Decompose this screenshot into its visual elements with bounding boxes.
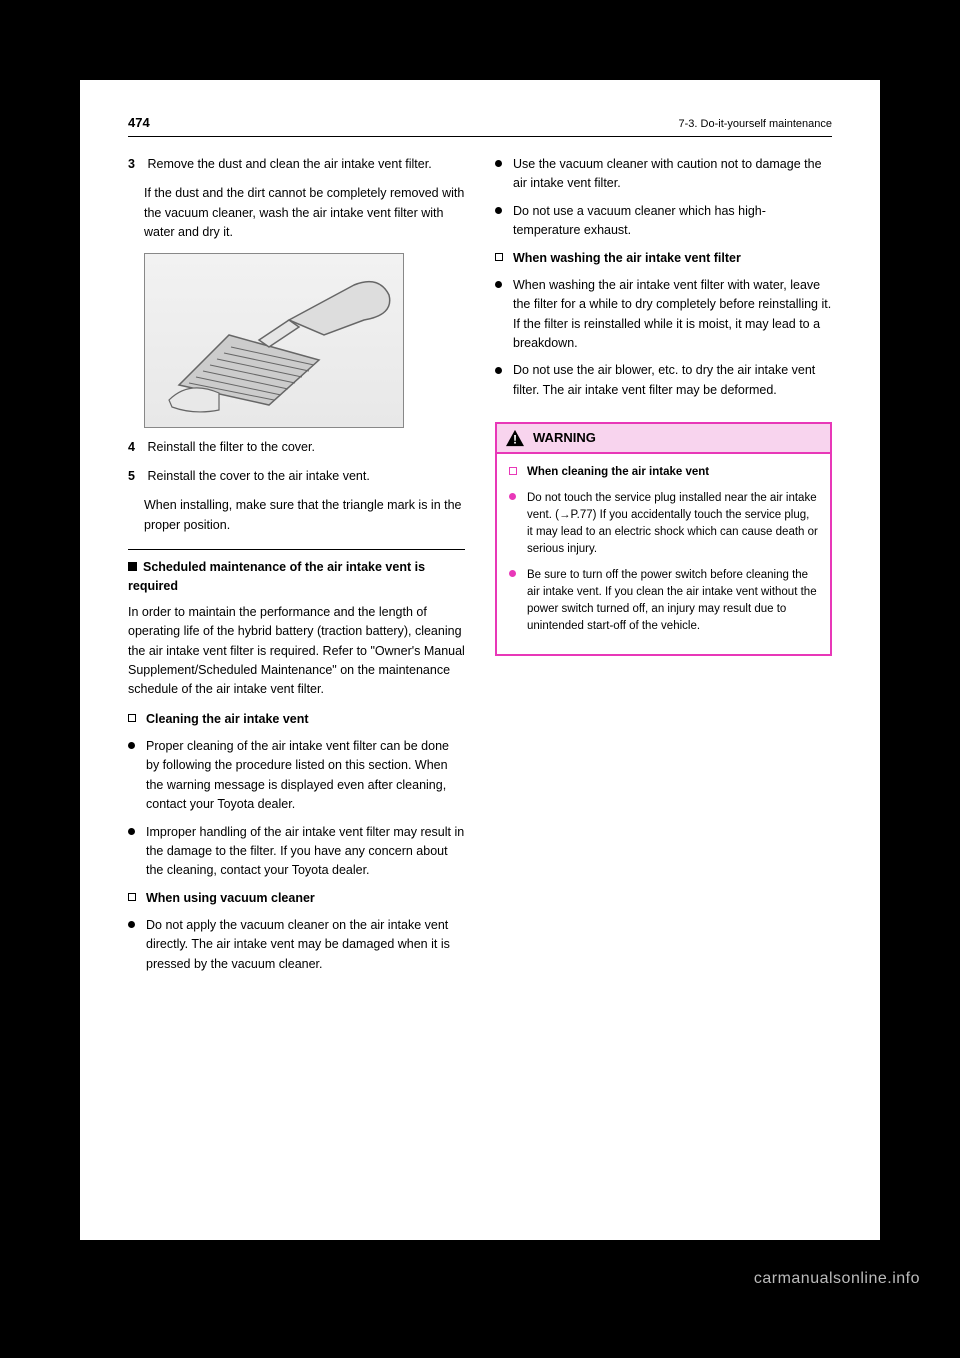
step-4: 4 Reinstall the filter to the cover. [128,438,465,457]
square-bullet-icon [495,253,503,261]
list-item: When washing the air intake vent filter … [495,276,832,354]
square-bullet-icon [128,562,137,571]
list-item: Proper cleaning of the air intake vent f… [128,737,465,815]
left-column: 3 Remove the dust and clean the air inta… [128,155,465,982]
wash-title: When washing the air intake vent filter [513,249,832,268]
dot-bullet-icon [509,570,516,577]
vac-b1: Do not apply the vacuum cleaner on the a… [146,916,465,974]
dot-bullet-icon [509,493,516,500]
step-5-body: When installing, make sure that the tria… [128,496,465,535]
square-bullet-icon [128,893,136,901]
warn-b1: Do not touch the service plug installed … [527,490,818,559]
vac-title: When using vacuum cleaner [146,889,465,908]
note-body: In order to maintain the performance and… [128,603,465,700]
list-item: Do not apply the vacuum cleaner on the a… [128,916,465,974]
air-b2: Improper handling of the air intake vent… [146,823,465,881]
list-item: Do not touch the service plug installed … [509,490,818,559]
list-item: Do not use the air blower, etc. to dry t… [495,361,832,400]
wash-b2: Do not use the air blower, etc. to dry t… [513,361,832,400]
air-b1: Proper cleaning of the air intake vent f… [146,737,465,815]
step-number: 4 [128,438,144,457]
step-number: 3 [128,155,144,174]
watermark: carmanualsonline.info [754,1270,920,1288]
list-item: Improper handling of the air intake vent… [128,823,465,881]
list-item: Use the vacuum cleaner with caution not … [495,155,832,194]
step-title: Remove the dust and clean the air intake… [147,157,431,171]
filter-cleaning-illustration [144,253,404,428]
warn-title: When cleaning the air intake vent [527,464,818,481]
warning-triangle-icon: ! [505,429,525,447]
warning-header: ! WARNING [497,424,830,454]
warning-body: When cleaning the air intake vent Do not… [497,454,830,653]
dot-bullet-icon [128,742,135,749]
dot-bullet-icon [128,921,135,928]
content-columns: 3 Remove the dust and clean the air inta… [128,155,832,982]
list-item: Be sure to turn off the power switch bef… [509,567,818,636]
dot-bullet-icon [495,281,502,288]
step-3: 3 Remove the dust and clean the air inta… [128,155,465,174]
square-bullet-icon [128,714,136,722]
note-heading: Scheduled maintenance of the air intake … [128,558,465,597]
r-b1: Use the vacuum cleaner with caution not … [513,155,832,194]
dot-bullet-icon [495,207,502,214]
r-b2: Do not use a vacuum cleaner which has hi… [513,202,832,241]
page-header: 474 7-3. Do-it-yourself maintenance [128,115,832,137]
note-title: Scheduled maintenance of the air intake … [128,560,425,593]
manual-page: 474 7-3. Do-it-yourself maintenance 3 Re… [80,80,880,1240]
svg-text:!: ! [513,433,517,447]
section-title: 7-3. Do-it-yourself maintenance [679,118,832,130]
warn-b2: Be sure to turn off the power switch bef… [527,567,818,636]
step-number: 5 [128,467,144,486]
right-column: Use the vacuum cleaner with caution not … [495,155,832,982]
list-item: Do not use a vacuum cleaner which has hi… [495,202,832,241]
subheading-air-intake: Cleaning the air intake vent [128,710,465,729]
subheading-washing: When washing the air intake vent filter [495,249,832,268]
dot-bullet-icon [495,160,502,167]
air-title: Cleaning the air intake vent [146,710,465,729]
dot-bullet-icon [128,828,135,835]
warning-label: WARNING [533,428,596,448]
square-bullet-icon [509,467,517,475]
page-number: 474 [128,115,150,130]
warning-box: ! WARNING When cleaning the air intake v… [495,422,832,655]
warning-subheading: When cleaning the air intake vent [509,464,818,481]
step-title: Reinstall the cover to the air intake ve… [147,469,369,483]
step-title: Reinstall the filter to the cover. [147,440,314,454]
divider [128,549,465,550]
wash-b1: When washing the air intake vent filter … [513,276,832,354]
dot-bullet-icon [495,367,502,374]
step-5: 5 Reinstall the cover to the air intake … [128,467,465,486]
step-3-body: If the dust and the dirt cannot be compl… [128,184,465,242]
vacuum-filter-icon [154,265,394,415]
subheading-vacuum: When using vacuum cleaner [128,889,465,908]
